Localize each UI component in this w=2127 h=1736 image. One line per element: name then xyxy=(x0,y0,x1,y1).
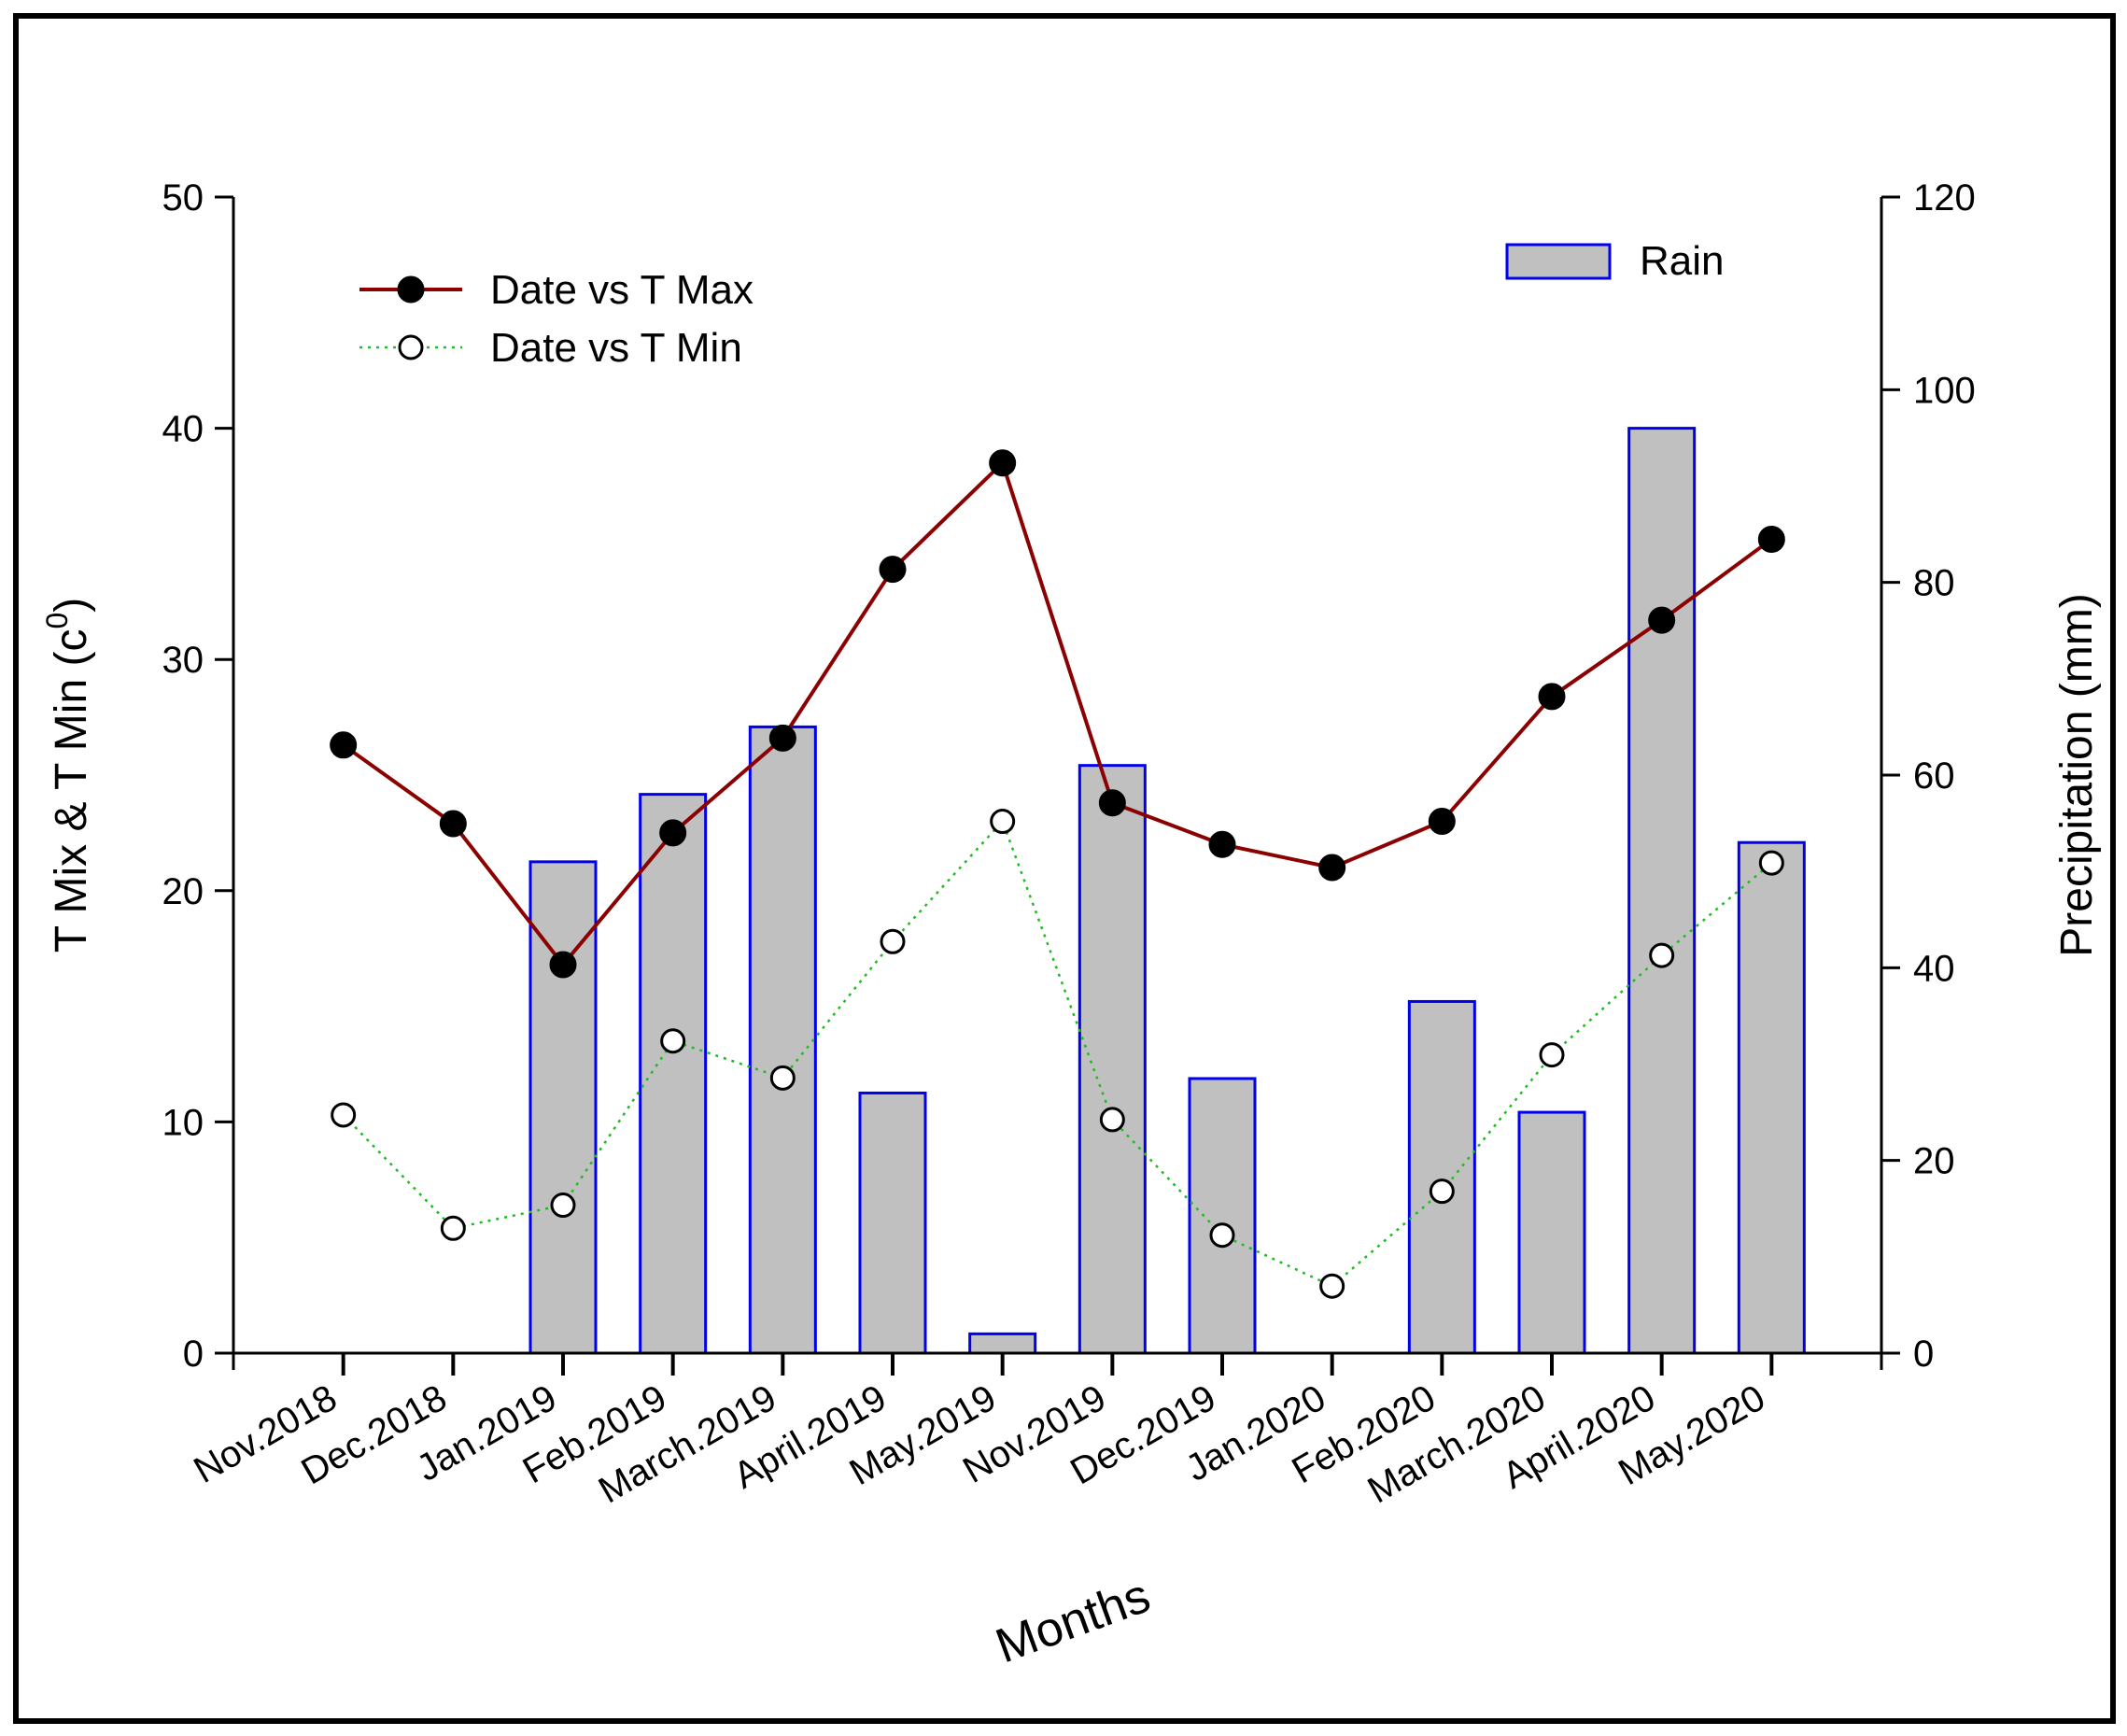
t-max-point xyxy=(1757,525,1785,553)
right-tick-label: 80 xyxy=(1913,563,1955,604)
right-tick-label: 0 xyxy=(1913,1334,1934,1375)
t-max-point xyxy=(1428,808,1456,836)
t-min-point xyxy=(1209,1222,1235,1249)
rain-bar xyxy=(1078,764,1147,1355)
t-min-point xyxy=(1319,1273,1345,1299)
rain-bar xyxy=(1517,1110,1586,1355)
t-max-point xyxy=(549,951,577,979)
t-min-point xyxy=(660,1028,686,1054)
left-axis-title-superscript: 0 xyxy=(40,613,74,629)
t-max-point xyxy=(1538,683,1566,711)
left-tick-label: 10 xyxy=(162,1102,204,1143)
rain-bar xyxy=(968,1332,1037,1355)
temperature-lines xyxy=(330,449,1785,1299)
rain-bar xyxy=(1627,427,1697,1355)
left-tick-label: 50 xyxy=(162,177,204,219)
t-min-point xyxy=(1649,942,1675,968)
t-max-point xyxy=(1648,606,1676,634)
t-max-point xyxy=(1098,789,1126,817)
left-tick-label: 30 xyxy=(162,640,204,681)
t-max-point xyxy=(330,731,358,759)
rain-bars xyxy=(528,427,1806,1355)
axes xyxy=(215,195,1900,1376)
t-min-point xyxy=(1429,1179,1455,1205)
t-max-point xyxy=(879,556,907,584)
legend-rain-label: Rain xyxy=(1640,238,1725,284)
legend-t-max-marker xyxy=(397,275,425,303)
rain-bar xyxy=(528,860,598,1355)
left-axis-title-text: T Mix & T Min (c xyxy=(47,629,96,953)
x-axis-title: Months xyxy=(989,1569,1157,1674)
rain-bar xyxy=(639,793,708,1355)
legend-t-min-marker xyxy=(398,334,424,360)
t-max-point xyxy=(768,724,796,752)
right-axis-title: Precipitation (mm) xyxy=(2052,593,2102,956)
t-min-point xyxy=(1539,1042,1565,1068)
left-tick-label: 0 xyxy=(183,1334,204,1375)
t-max-point xyxy=(659,819,687,847)
left-axis-title: T Mix & T Min (c0) xyxy=(40,598,96,953)
t-max-point xyxy=(989,449,1017,477)
right-tick-label: 60 xyxy=(1913,755,1955,797)
right-tick-label: 20 xyxy=(1913,1141,1955,1182)
t-min-point xyxy=(550,1193,576,1219)
t-min-point xyxy=(880,928,906,954)
t-max-point xyxy=(1318,854,1346,882)
t-min-point xyxy=(440,1215,466,1241)
legend: Date vs T Max Date vs T Min Rain xyxy=(359,238,1725,371)
legend-t-max-label: Date vs T Max xyxy=(490,267,754,313)
rain-bar xyxy=(1188,1077,1257,1355)
t-min-point xyxy=(331,1102,357,1128)
rain-bar xyxy=(858,1091,927,1355)
left-axis-title-suffix: ) xyxy=(47,598,96,613)
left-tick-label: 20 xyxy=(162,871,204,912)
right-tick-label: 40 xyxy=(1913,948,1955,989)
rain-bar xyxy=(1407,999,1476,1355)
t-max-point xyxy=(439,810,467,838)
left-tick-label: 40 xyxy=(162,409,204,450)
legend-rain-swatch xyxy=(1505,243,1612,280)
rain-bar xyxy=(1737,840,1806,1355)
right-tick-label: 100 xyxy=(1913,370,1976,411)
t-min-point xyxy=(1758,850,1784,876)
t-min-line xyxy=(342,819,1773,1288)
rain-bar xyxy=(748,725,817,1355)
legend-t-min-label: Date vs T Min xyxy=(490,325,742,371)
t-min-point xyxy=(769,1065,796,1091)
t-min-point xyxy=(1099,1107,1125,1133)
right-tick-label: 120 xyxy=(1913,177,1976,219)
t-max-line xyxy=(342,459,1773,968)
t-min-point xyxy=(990,809,1016,835)
t-max-point xyxy=(1208,830,1236,858)
